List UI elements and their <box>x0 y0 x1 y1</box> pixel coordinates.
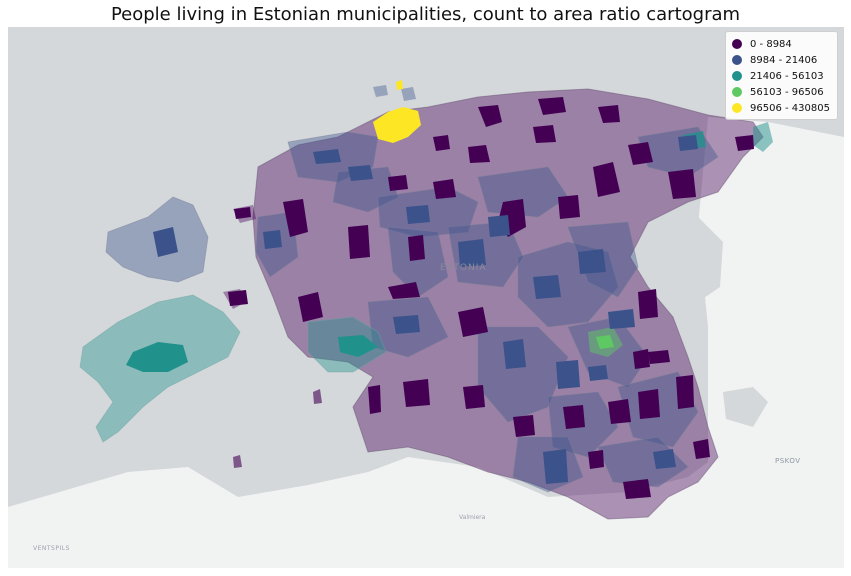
narva-region <box>753 122 773 152</box>
legend-label-0: 0 - 8984 <box>750 38 792 50</box>
tartu-city <box>596 335 614 349</box>
valmiera-label: Valmiera <box>459 514 486 521</box>
legend-item: 0 - 8984 <box>732 36 833 52</box>
latvia-land <box>8 357 844 568</box>
lake-pskov <box>723 387 768 427</box>
pskov-label: PSKOV <box>775 457 801 465</box>
parnu-city <box>338 335 378 357</box>
legend-swatch-0 <box>732 39 742 49</box>
class-1-cores <box>263 135 698 484</box>
legend: 0 - 8984 8984 - 21406 21406 - 56103 5610… <box>725 31 838 120</box>
tallinn-islet <box>396 80 403 90</box>
estonia-map[interactable] <box>8 27 844 568</box>
map-title: People living in Estonian municipalities… <box>110 4 741 25</box>
legend-label-4: 96506 - 430805 <box>750 102 830 114</box>
saaremaa-core <box>126 342 188 372</box>
ventspils-label: VENTSPILS <box>33 545 70 552</box>
russia-land <box>698 117 844 467</box>
legend-item: 56103 - 96506 <box>732 84 833 100</box>
ruhnu-island <box>233 455 242 468</box>
naissaar-island <box>373 85 388 97</box>
estonia-label: ESTONIA <box>440 263 487 273</box>
legend-item: 21406 - 56103 <box>732 68 833 84</box>
hiiumaa-core <box>153 227 178 257</box>
legend-swatch-2 <box>732 71 742 81</box>
legend-label-2: 21406 - 56103 <box>750 70 824 82</box>
class-0-cores <box>228 97 754 499</box>
legend-label-3: 56103 - 96506 <box>750 86 824 98</box>
legend-swatch-4 <box>732 103 742 113</box>
tallinn-city[interactable] <box>373 107 421 143</box>
aegna-island <box>401 87 416 101</box>
legend-label-1: 8984 - 21406 <box>750 54 818 66</box>
legend-item: 96506 - 430805 <box>732 100 833 116</box>
legend-swatch-3 <box>732 87 742 97</box>
lake-peipus <box>648 217 723 302</box>
map-canvas[interactable]: ESTONIA PSKOV Valmiera VENTSPILS <box>8 27 844 568</box>
kihnu-island <box>313 389 322 404</box>
legend-item: 8984 - 21406 <box>732 52 833 68</box>
legend-swatch-1 <box>732 55 742 65</box>
